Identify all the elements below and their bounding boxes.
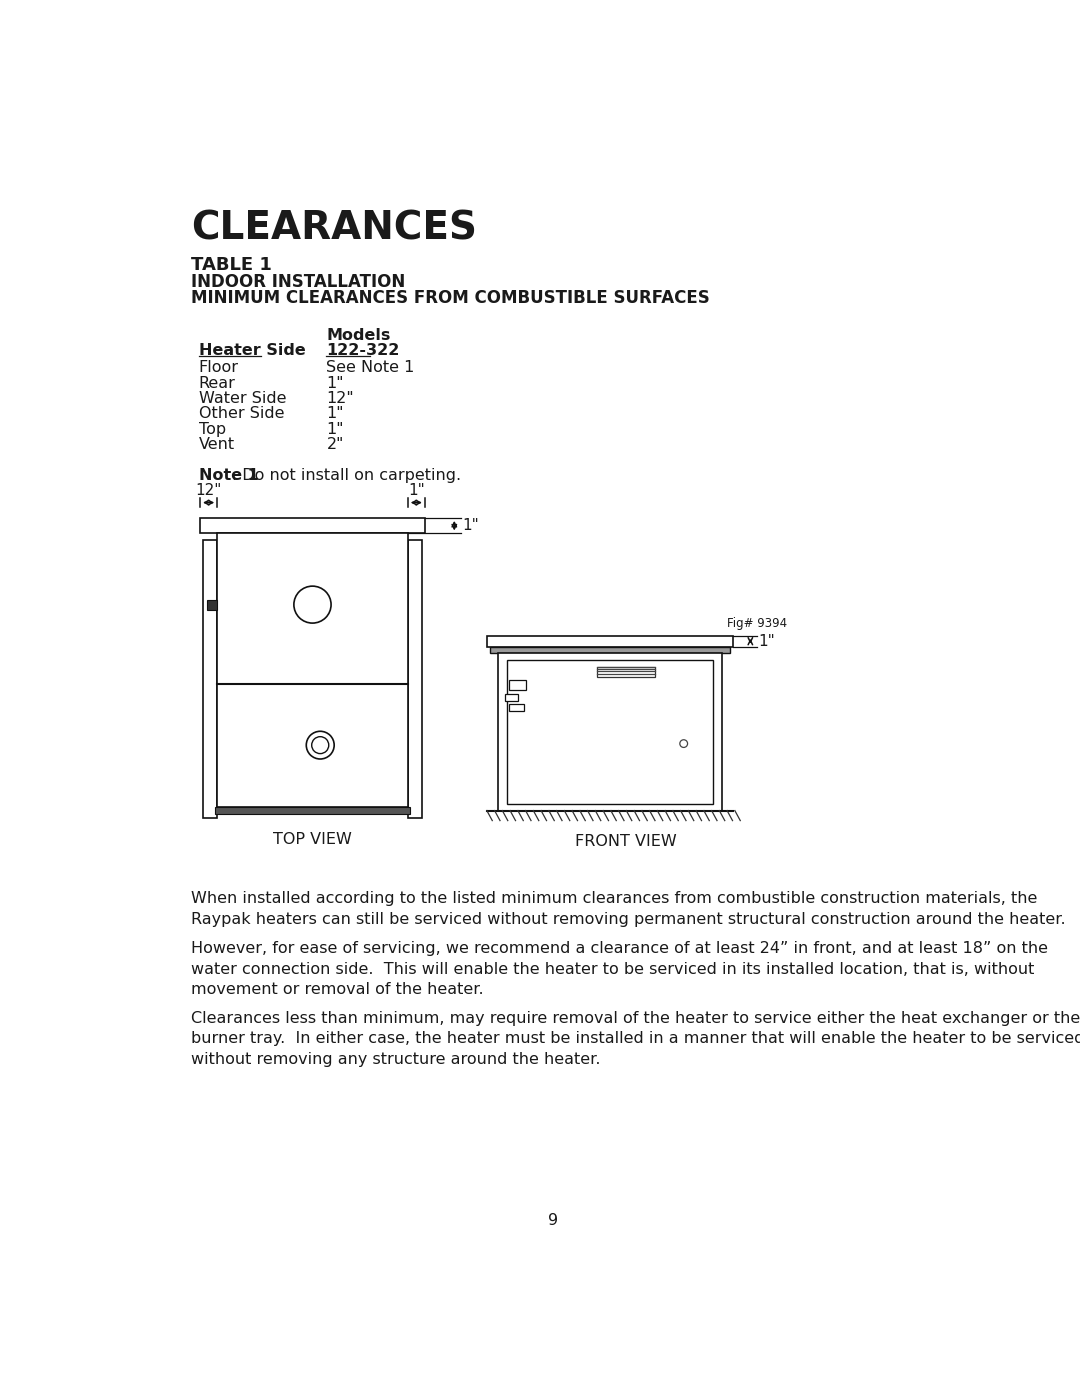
Text: Water Side: Water Side [199,391,286,407]
Bar [596,666,654,676]
Text: Note 1: Note 1 [199,468,258,483]
Text: 122-322: 122-322 [326,344,400,358]
Bar [408,539,422,819]
Text: TABLE 1: TABLE 1 [191,256,272,274]
Text: 1": 1" [326,422,343,437]
Text: Fig# 9394: Fig# 9394 [728,616,787,630]
Bar [509,680,526,690]
Text: TOP VIEW: TOP VIEW [273,833,352,847]
Bar [487,636,733,647]
Text: 1": 1" [326,376,343,391]
Text: CLEARANCES: CLEARANCES [191,210,476,249]
Text: Top: Top [199,422,226,437]
Bar [498,652,723,810]
Circle shape [307,731,334,759]
Circle shape [679,740,688,747]
Bar [200,518,424,534]
Text: 1": 1" [326,407,343,422]
Text: 1": 1" [758,634,774,648]
Text: 9: 9 [549,1214,558,1228]
Bar [215,806,410,814]
Text: However, for ease of servicing, we recommend a clearance of at least 24” in fron: However, for ease of servicing, we recom… [191,942,1048,997]
Text: FRONT VIEW: FRONT VIEW [575,834,676,849]
Bar [507,661,713,805]
Bar [490,647,730,652]
Bar [509,704,524,711]
Text: Floor: Floor [199,360,239,376]
Circle shape [312,736,328,753]
Text: 12": 12" [195,483,221,497]
Text: INDOOR INSTALLATION: INDOOR INSTALLATION [191,274,405,291]
Text: Other Side: Other Side [199,407,284,422]
Text: Models: Models [326,328,391,342]
Bar [217,683,408,806]
Text: Heater Side: Heater Side [199,344,306,358]
Text: When installed according to the listed minimum clearances from combustible const: When installed according to the listed m… [191,891,1066,926]
Text: Rear: Rear [199,376,235,391]
Text: 1": 1" [408,483,424,497]
Text: MINIMUM CLEARANCES FROM COMBUSTIBLE SURFACES: MINIMUM CLEARANCES FROM COMBUSTIBLE SURF… [191,289,710,306]
Text: 1": 1" [462,518,478,534]
Text: 12": 12" [326,391,354,407]
Circle shape [294,587,332,623]
Text: Clearances less than minimum, may require removal of the heater to service eithe: Clearances less than minimum, may requir… [191,1011,1080,1066]
Text: 2": 2" [326,437,343,453]
Text: See Note 1: See Note 1 [326,360,415,376]
Bar [217,534,408,683]
Bar [505,693,517,701]
Bar [203,539,217,819]
Bar [207,599,217,609]
Text: Vent: Vent [199,437,234,453]
Text: . Do not install on carpeting.: . Do not install on carpeting. [232,468,461,483]
